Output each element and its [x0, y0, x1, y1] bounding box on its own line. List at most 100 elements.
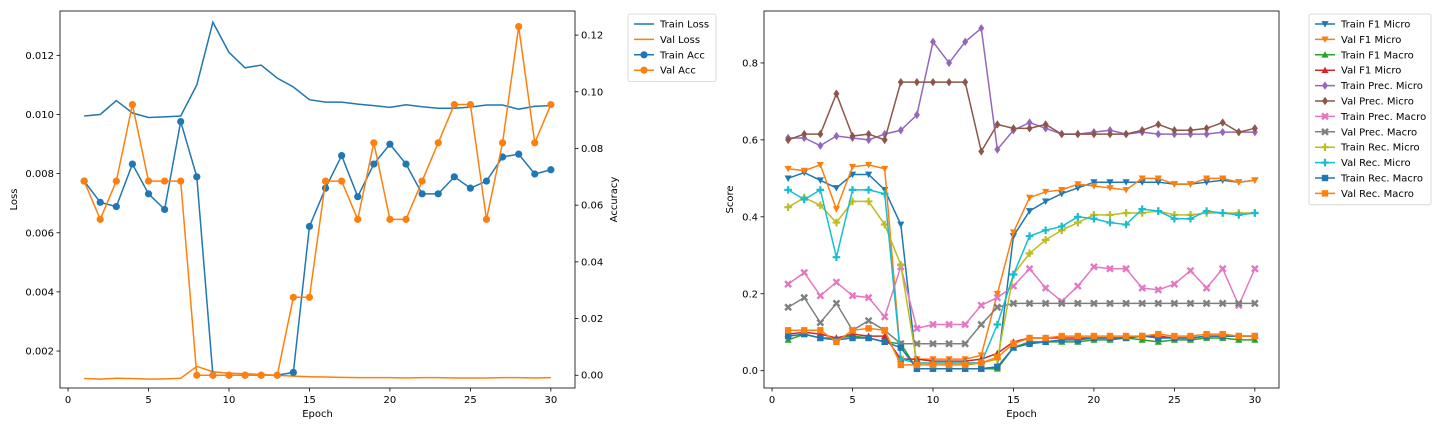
series-line: [83, 121, 552, 376]
data-point: [785, 135, 792, 145]
y2-tick-label: 0.10: [581, 87, 603, 98]
data-point: [832, 253, 841, 262]
legend-marker: [1321, 143, 1329, 151]
data-point: [784, 203, 792, 211]
data-point: [817, 129, 824, 139]
legend-item: Val Prec. Macro: [1315, 127, 1417, 138]
data-point: [1106, 185, 1114, 192]
data-point: [1025, 194, 1034, 202]
data-point: [1090, 179, 1098, 186]
data-point: [418, 177, 426, 185]
data-point: [1122, 187, 1130, 194]
data-point: [962, 37, 969, 46]
data-point: [816, 161, 824, 169]
data-point: [1106, 299, 1114, 308]
data-point: [801, 129, 808, 139]
data-point: [144, 190, 153, 198]
plot-frame: [59, 10, 576, 389]
data-point: [321, 177, 330, 185]
series-train-loss: [84, 20, 551, 119]
data-point: [817, 334, 824, 342]
data-point: [880, 312, 889, 321]
legend-item: Train Acc: [634, 50, 705, 61]
data-point: [913, 110, 920, 120]
data-point: [1025, 249, 1034, 258]
legend-frame: [627, 13, 717, 82]
series-val-prec-micro: [785, 77, 1258, 156]
data-point: [833, 338, 840, 346]
data-point: [1058, 190, 1066, 198]
data-point: [354, 193, 362, 201]
data-point: [1090, 299, 1098, 308]
legend-label: Val F1 Micro: [1341, 66, 1401, 77]
legend-item: Train F1 Macro: [1315, 50, 1414, 61]
data-point: [1203, 124, 1210, 133]
data-point: [1186, 266, 1195, 275]
data-point: [864, 186, 873, 194]
data-point: [1219, 175, 1227, 182]
y2-tick-label: 0.02: [581, 314, 603, 325]
legend-label: Val Acc: [660, 66, 696, 77]
data-point: [945, 339, 953, 348]
legend-label: Train F1 Macro: [1340, 50, 1414, 61]
data-point: [832, 206, 841, 213]
data-point: [1074, 185, 1082, 192]
y-tick-label: 0.004: [25, 287, 54, 298]
data-point: [994, 363, 1001, 371]
data-point: [1138, 284, 1147, 292]
data-point: [1041, 236, 1050, 244]
legend-item: Val Rec. Macro: [1315, 189, 1414, 200]
data-point: [832, 299, 841, 308]
data-point: [1235, 179, 1243, 186]
data-point: [784, 280, 792, 288]
data-point: [946, 58, 953, 68]
data-point: [1203, 330, 1210, 338]
data-point: [1090, 183, 1098, 190]
data-point: [881, 332, 889, 339]
data-point: [1025, 208, 1034, 215]
x-axis-label: Epoch: [1006, 409, 1037, 420]
y-tick-label: 0.2: [742, 289, 758, 300]
data-point: [865, 171, 873, 179]
data-point: [1090, 214, 1098, 223]
data-point: [1041, 299, 1050, 308]
data-point: [515, 150, 523, 158]
data-point: [1251, 336, 1259, 343]
data-point: [1122, 220, 1130, 229]
y-tick-label: 0.6: [742, 135, 758, 146]
data-point: [1122, 332, 1130, 340]
legend-item: Val Acc: [634, 66, 696, 77]
data-point: [1154, 207, 1163, 215]
data-point: [112, 202, 120, 211]
data-point: [531, 139, 539, 147]
data-point: [225, 371, 233, 379]
data-point: [1154, 175, 1162, 182]
data-point: [994, 145, 1001, 154]
data-point: [96, 215, 104, 223]
data-point: [1170, 214, 1179, 223]
legend-marker: [1321, 51, 1329, 58]
series-line: [788, 26, 1255, 152]
y-tick-label: 0.002: [25, 347, 54, 358]
x-tick-label: 20: [1088, 395, 1101, 406]
data-point: [816, 291, 825, 300]
data-point: [1154, 338, 1162, 345]
data-point: [1074, 181, 1082, 188]
legend-marker: [1321, 158, 1329, 167]
data-point: [450, 173, 458, 181]
data-point: [801, 327, 808, 334]
data-point: [1138, 175, 1146, 182]
data-point: [1170, 181, 1178, 188]
y2-tick-label: 0.04: [581, 257, 603, 268]
legend-marker: [640, 51, 648, 59]
data-point: [1074, 332, 1082, 340]
data-point: [193, 173, 201, 181]
loss-accuracy-chart: 0 5 10 15 20 25 30 0.002 0.004 0.006 0.008 0.010 0.0…: [9, 10, 717, 420]
data-point: [1138, 299, 1147, 308]
data-point: [305, 222, 314, 231]
data-point: [1122, 264, 1130, 273]
data-point: [1041, 284, 1050, 292]
data-point: [1155, 330, 1162, 338]
x-axis-label: Epoch: [302, 409, 333, 420]
